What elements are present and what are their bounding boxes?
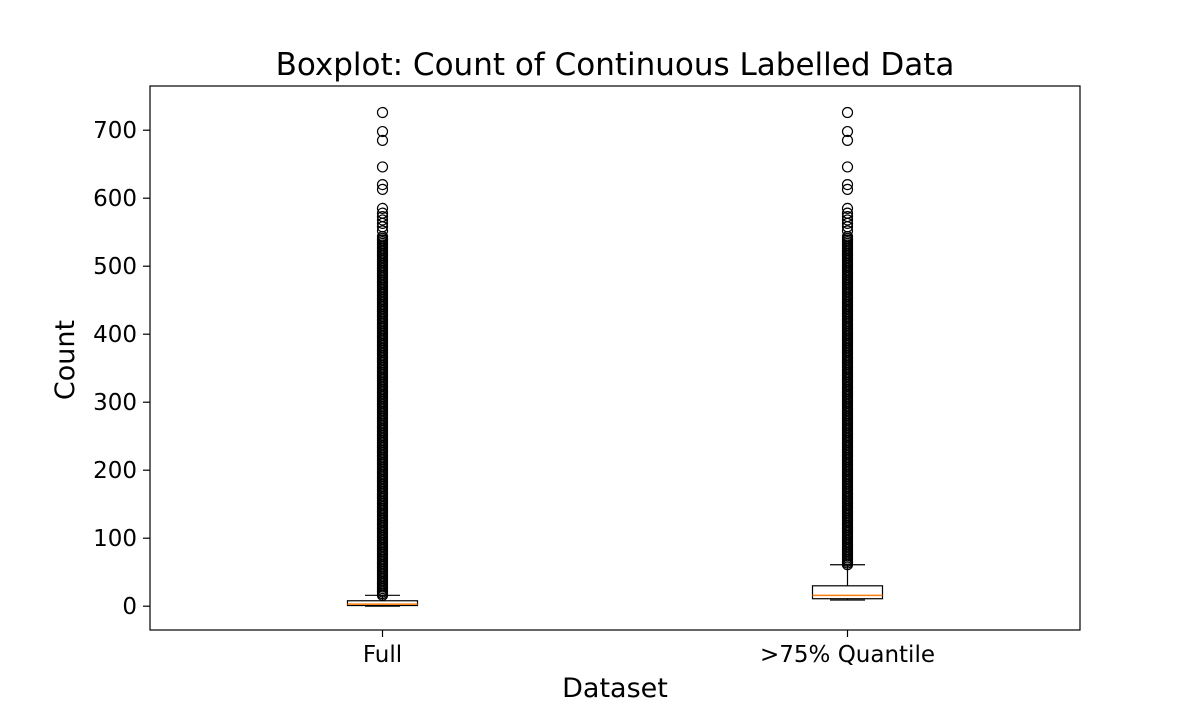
y-axis-ticks: 0 100 200 300 400 500 600 700 <box>93 118 150 620</box>
outlier-point <box>841 225 854 237</box>
y-tick-label: 300 <box>93 390 137 416</box>
plot-marks <box>346 106 884 607</box>
outlier-point <box>376 125 389 138</box>
outlier-point <box>376 210 389 223</box>
outlier-point <box>841 210 854 223</box>
outlier-point <box>376 207 389 219</box>
x-axis-label: Dataset <box>562 673 668 704</box>
outlier-point <box>376 179 389 191</box>
outlier-point <box>841 183 854 195</box>
y-tick-label: 200 <box>93 458 137 484</box>
x-tick-label: >75% Quantile <box>760 642 935 668</box>
y-tick-label: 500 <box>93 254 137 280</box>
outlier-point <box>841 134 854 146</box>
box-group <box>811 106 884 601</box>
outlier-point <box>841 202 854 214</box>
outlier-point <box>376 214 389 226</box>
y-axis-label: Count <box>50 320 81 400</box>
outlier-point <box>376 225 389 237</box>
y-tick-label: 400 <box>93 322 137 348</box>
outlier-point <box>376 106 389 119</box>
y-tick-label: 0 <box>122 594 137 620</box>
outlier-point <box>841 214 854 226</box>
y-tick-label: 700 <box>93 118 137 144</box>
y-tick-label: 100 <box>93 526 137 552</box>
outlier-point <box>841 179 854 191</box>
outlier-point <box>376 134 389 146</box>
outlier-point <box>841 106 854 119</box>
box <box>811 585 884 600</box>
box-group <box>346 106 419 607</box>
outlier-point <box>841 125 854 138</box>
plot-frame <box>149 85 1081 631</box>
y-tick-label: 600 <box>93 186 137 212</box>
x-tick-label: Full <box>363 642 402 668</box>
outlier-point <box>376 202 389 214</box>
outlier-point <box>841 207 854 219</box>
chart-title: Boxplot: Count of Continuous Labelled Da… <box>276 47 955 83</box>
outlier-point <box>376 161 389 173</box>
outlier-point <box>376 183 389 195</box>
x-axis-ticks: Full >75% Quantile <box>363 630 935 668</box>
outlier-point <box>841 161 854 173</box>
